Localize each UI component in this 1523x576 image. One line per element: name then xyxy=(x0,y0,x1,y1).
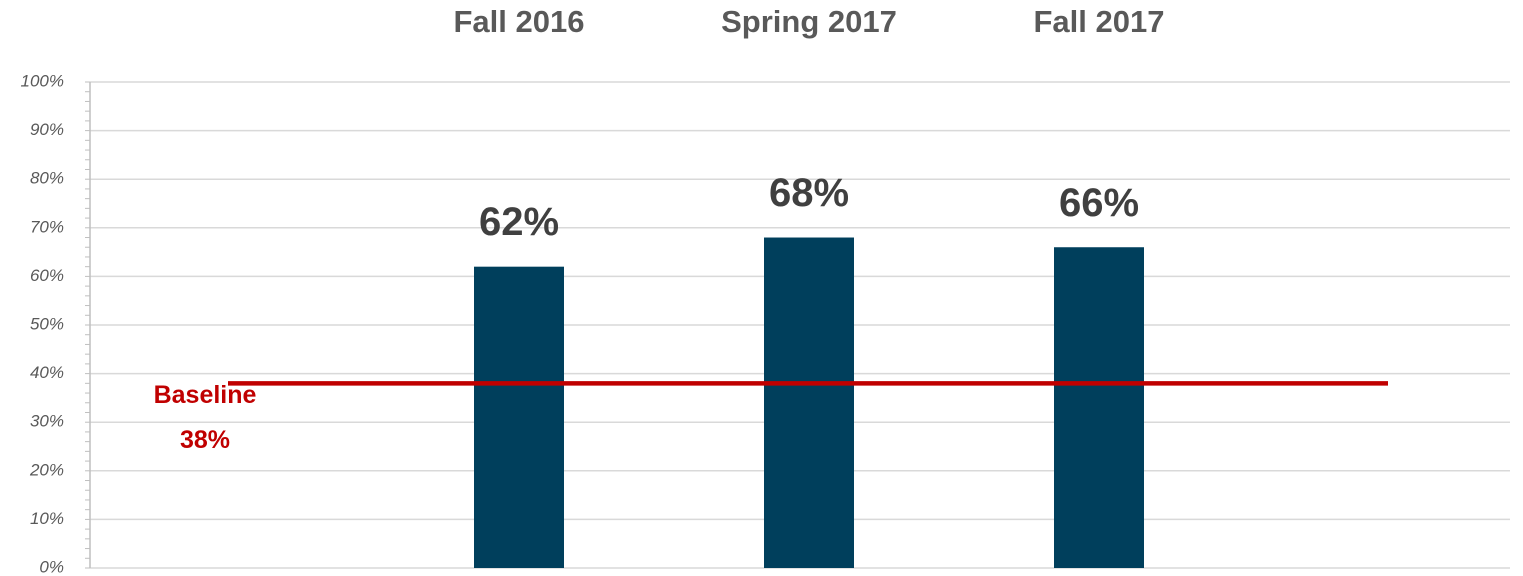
y-tick-label: 90% xyxy=(30,120,64,139)
category-label: Fall 2017 xyxy=(1034,4,1165,39)
y-tick-label: 30% xyxy=(30,412,64,431)
y-tick-label: 40% xyxy=(30,363,64,382)
category-label: Spring 2017 xyxy=(721,4,897,39)
bar xyxy=(1054,247,1144,569)
bar xyxy=(474,266,564,568)
y-tick-label: 100% xyxy=(21,71,64,90)
bar xyxy=(764,237,854,568)
y-tick-label: 20% xyxy=(29,460,64,479)
category-label: Fall 2016 xyxy=(454,4,585,39)
baseline-value-label: 38% xyxy=(180,426,230,454)
value-label: 66% xyxy=(1059,181,1139,225)
y-tick-label: 0% xyxy=(39,557,64,576)
y-tick-label: 80% xyxy=(30,169,64,188)
value-label: 68% xyxy=(769,171,849,215)
y-tick-label: 50% xyxy=(30,314,64,333)
y-tick-label: 60% xyxy=(30,266,64,285)
baseline-label: Baseline xyxy=(154,381,257,409)
value-label: 62% xyxy=(479,200,559,244)
y-tick-label: 70% xyxy=(30,217,64,236)
y-tick-label: 10% xyxy=(30,509,64,528)
